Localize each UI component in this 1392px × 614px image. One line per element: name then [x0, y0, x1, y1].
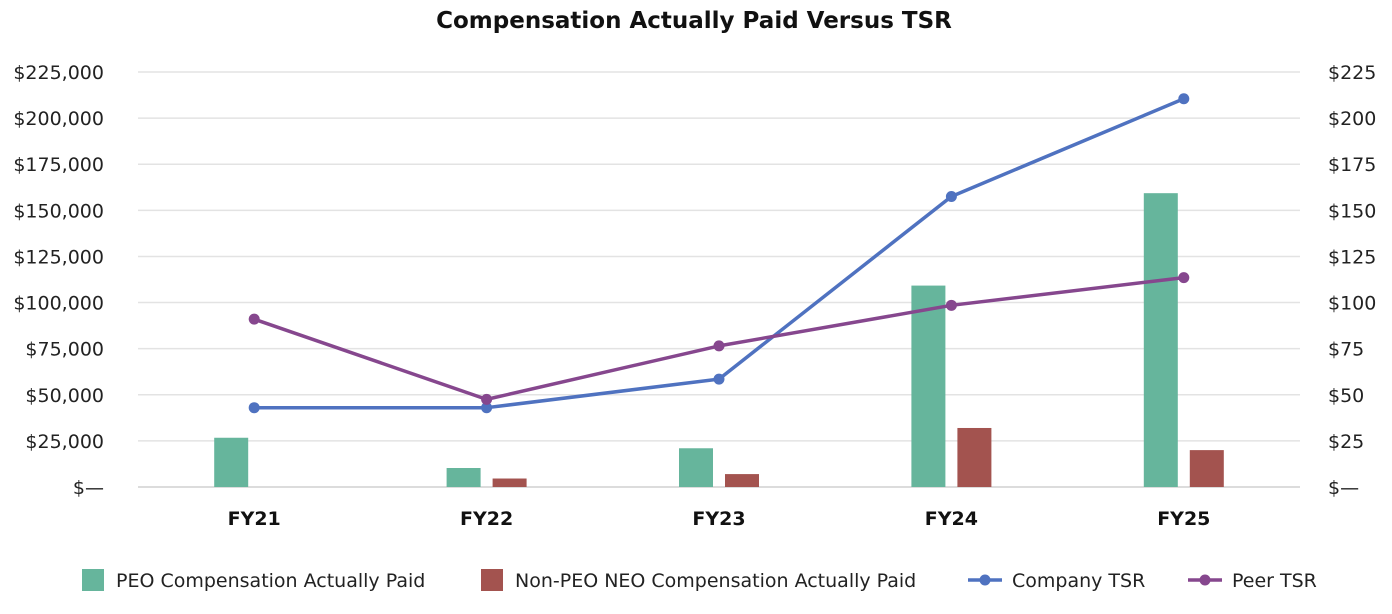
legend-marker [1199, 574, 1211, 586]
y-left-tick-label: $75,000 [25, 339, 104, 361]
legend-marker [979, 574, 991, 586]
legend-swatch [481, 569, 503, 591]
y-left-tick-label: $175,000 [13, 154, 104, 176]
chart-title: Compensation Actually Paid Versus TSR [436, 8, 952, 34]
bar [214, 437, 249, 487]
bar [725, 474, 759, 487]
line-point [1178, 93, 1190, 105]
line-point [713, 373, 725, 385]
x-tick-label: FY22 [460, 508, 513, 530]
y-right-tick-label: $— [1328, 477, 1359, 499]
x-tick-label: FY25 [1157, 508, 1210, 530]
series-line [254, 97, 1185, 410]
y-right-tick-label: $225 [1328, 62, 1376, 84]
y-left-tick-label: $200,000 [13, 108, 104, 130]
legend-label: Peer TSR [1232, 570, 1317, 592]
y-left-tick-label: $100,000 [13, 293, 104, 315]
bars [214, 193, 1224, 487]
line-point [945, 191, 957, 202]
line-point [481, 393, 493, 405]
y-left-tick-label: $25,000 [25, 431, 104, 453]
line-point [248, 402, 260, 414]
y-right-tick-label: $200 [1328, 108, 1376, 130]
legend-label: Company TSR [1012, 570, 1145, 592]
bar [911, 285, 946, 487]
bar [1143, 193, 1178, 487]
legend: PEO Compensation Actually Paid Non-PEO NE… [82, 569, 1317, 592]
y-right-tick-label: $100 [1328, 293, 1376, 315]
x-tick-label: FY24 [925, 508, 978, 530]
line-point [713, 340, 725, 352]
line-point [945, 299, 957, 311]
legend-swatch [82, 569, 104, 591]
line-point [481, 402, 493, 414]
grid [138, 71, 1300, 488]
bar [1189, 450, 1224, 487]
y-right-tick-label: $75 [1328, 339, 1364, 361]
y-right-tick-label: $25 [1328, 431, 1364, 453]
y-left-tick-label: $— [73, 477, 104, 499]
legend-label: PEO Compensation Actually Paid [116, 570, 425, 592]
y-left-tick-label: $50,000 [25, 385, 104, 407]
y-right-tick-label: $175 [1328, 154, 1376, 176]
y-left-tick-label: $125,000 [13, 246, 104, 268]
y-right-tick-label: $125 [1328, 246, 1376, 268]
axes: $— $— $25,000 $25 $50,000 $50 $75,000 $75 $100,0… [13, 62, 1376, 530]
y-right-tick-label: $50 [1328, 385, 1364, 407]
bar [492, 478, 527, 487]
legend-label: Non-PEO NEO Compensation Actually Paid [515, 570, 916, 592]
bar [446, 468, 481, 487]
x-tick-label: FY21 [228, 508, 281, 530]
line-point [248, 313, 260, 325]
line-point [1178, 272, 1190, 284]
y-left-tick-label: $225,000 [13, 62, 104, 84]
y-right-tick-label: $150 [1328, 200, 1376, 222]
x-tick-label: FY23 [692, 508, 745, 530]
y-left-tick-label: $150,000 [13, 200, 104, 222]
bar [957, 427, 992, 487]
bar [679, 448, 713, 487]
lines [248, 93, 1190, 414]
